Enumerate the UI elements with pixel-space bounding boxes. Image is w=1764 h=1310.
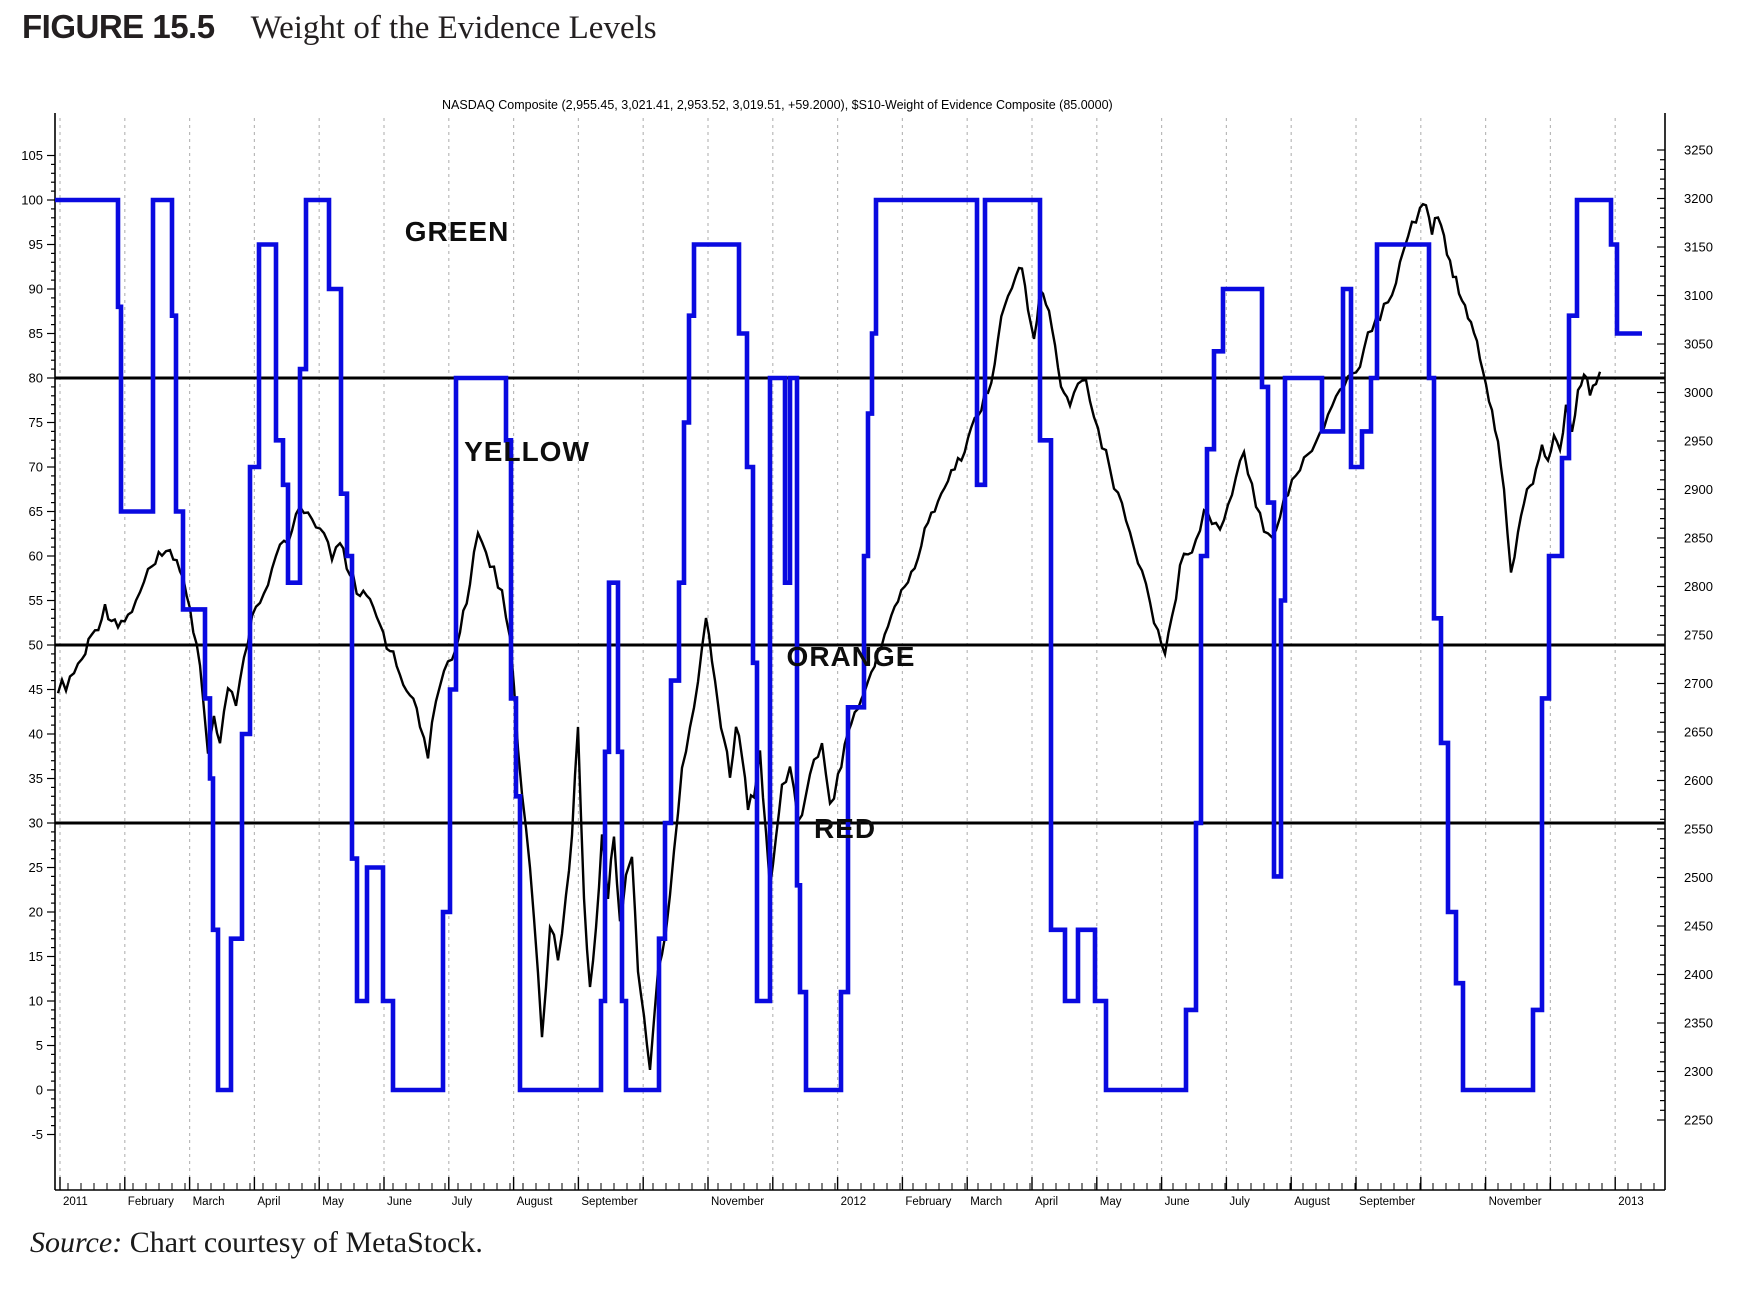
month-label: April xyxy=(1035,1196,1058,1208)
right-axis-label: 2700 xyxy=(1684,676,1713,691)
right-axis-label: 2600 xyxy=(1684,773,1713,788)
left-axis-label: 100 xyxy=(21,193,43,208)
zone-label-green: GREEN xyxy=(404,216,510,247)
left-axis-label: 65 xyxy=(29,504,43,519)
left-axis-label: 30 xyxy=(29,816,43,831)
right-axis-label: 2850 xyxy=(1684,531,1713,546)
left-axis-label: 55 xyxy=(29,593,43,608)
left-axis-label: 95 xyxy=(29,237,43,252)
right-axis-label: 2350 xyxy=(1684,1016,1713,1031)
left-axis-label: 60 xyxy=(29,549,43,564)
left-axis-label: 70 xyxy=(29,460,43,475)
right-axis-label: 2800 xyxy=(1684,579,1713,594)
left-axis-label: 50 xyxy=(29,638,43,653)
right-axis-label: 3000 xyxy=(1684,385,1713,400)
right-axis-label: 3250 xyxy=(1684,143,1713,158)
month-label: 2013 xyxy=(1618,1196,1644,1208)
figure-heading: FIGURE 15.5 Weight of the Evidence Levels xyxy=(22,8,657,47)
right-axis-label: 2900 xyxy=(1684,482,1713,497)
right-axis-label: 2650 xyxy=(1684,725,1713,740)
left-axis-label: 5 xyxy=(36,1038,43,1053)
left-axis-label: 45 xyxy=(29,682,43,697)
left-axis-label: 15 xyxy=(29,949,43,964)
right-axis-label: 2750 xyxy=(1684,628,1713,643)
right-axis-label: 2300 xyxy=(1684,1064,1713,1079)
left-axis-label: 90 xyxy=(29,282,43,297)
left-axis-label: 35 xyxy=(29,771,43,786)
month-label: 2012 xyxy=(841,1196,867,1208)
month-label: June xyxy=(1165,1196,1190,1208)
month-label: August xyxy=(1294,1196,1331,1208)
right-axis-label: 2950 xyxy=(1684,434,1713,449)
month-label: March xyxy=(193,1196,225,1208)
left-axis-label: 10 xyxy=(29,994,43,1009)
month-label: September xyxy=(1359,1196,1415,1208)
source-line: Source: Chart courtesy of MetaStock. xyxy=(30,1226,483,1260)
month-label: March xyxy=(970,1196,1002,1208)
month-label: July xyxy=(1229,1196,1250,1208)
left-axis-label: 85 xyxy=(29,326,43,341)
right-axis-label: 2250 xyxy=(1684,1113,1713,1128)
month-label: 2011 xyxy=(63,1196,88,1208)
woe-line xyxy=(55,197,1642,1093)
month-label: November xyxy=(711,1196,764,1208)
zone-label-orange: ORANGE xyxy=(786,641,916,672)
month-label: February xyxy=(128,1196,174,1208)
left-axis-label: 0 xyxy=(36,1083,43,1098)
left-axis-label: 25 xyxy=(29,860,43,875)
month-label: May xyxy=(322,1196,344,1208)
month-label: February xyxy=(905,1196,951,1208)
source-text: Chart courtesy of MetaStock. xyxy=(129,1226,483,1259)
figure-label: FIGURE 15.5 xyxy=(22,8,215,45)
right-axis-label: 3050 xyxy=(1684,337,1713,352)
month-label: April xyxy=(257,1196,280,1208)
right-axis-label: 3200 xyxy=(1684,191,1713,206)
right-axis-label: 2550 xyxy=(1684,822,1713,837)
left-axis-label: -5 xyxy=(31,1127,43,1142)
month-label: July xyxy=(452,1196,473,1208)
zone-label-red: RED xyxy=(813,813,877,844)
figure-title: Weight of the Evidence Levels xyxy=(250,10,657,46)
right-axis-label: 3150 xyxy=(1684,240,1713,255)
left-axis-label: 40 xyxy=(29,727,43,742)
month-label: May xyxy=(1100,1196,1122,1208)
left-axis-label: 75 xyxy=(29,415,43,430)
left-axis-label: 80 xyxy=(29,371,43,386)
month-label: September xyxy=(581,1196,637,1208)
month-label: June xyxy=(387,1196,412,1208)
source-prefix: Source: xyxy=(30,1226,123,1259)
left-axis-label: 20 xyxy=(29,905,43,920)
right-axis-label: 3100 xyxy=(1684,288,1713,303)
left-axis-label: 105 xyxy=(21,148,43,163)
right-axis-label: 2400 xyxy=(1684,967,1713,982)
right-axis-label: 2500 xyxy=(1684,870,1713,885)
right-axis-label: 2450 xyxy=(1684,919,1713,934)
chart-title: NASDAQ Composite (2,955.45, 3,021.41, 2,… xyxy=(442,98,1113,112)
zone-label-yellow: YELLOW xyxy=(464,436,590,467)
month-label: August xyxy=(517,1196,554,1208)
month-label: November xyxy=(1489,1196,1542,1208)
price-line xyxy=(56,202,1602,1071)
